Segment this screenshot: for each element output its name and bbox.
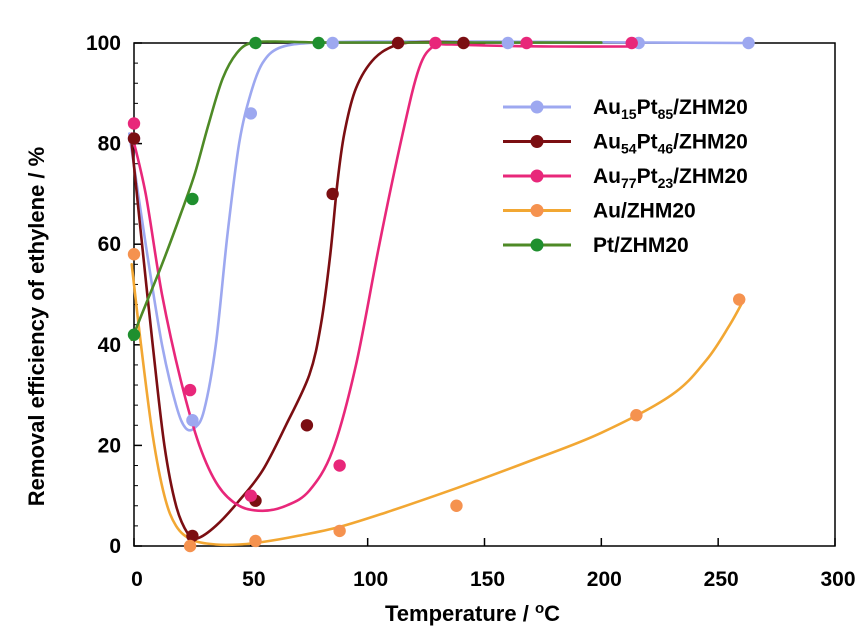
data-point-au54pt46-zhm20 [391, 36, 405, 50]
data-point-au-zhm20 [183, 539, 197, 553]
data-point-pt-zhm20 [186, 192, 199, 206]
data-point-pt-zhm20 [249, 36, 262, 50]
legend-label: Au15Pt85/ZHM20 [593, 96, 748, 122]
data-point-au54pt46-zhm20 [127, 132, 141, 145]
data-point-au-zhm20 [630, 409, 643, 422]
y-tick-label: 0 [109, 535, 121, 558]
series-line-au54pt46-zhm20 [130, 40, 486, 541]
x-tick-label: 150 [470, 568, 505, 591]
data-point-au-zhm20 [450, 499, 463, 512]
data-point-au-zhm20 [333, 524, 346, 538]
data-point-au15pt85-zhm20 [501, 36, 515, 50]
x-tick-label: 250 [704, 568, 739, 591]
data-point-au77pt23-zhm20 [333, 459, 346, 472]
x-tick-label: 0 [131, 568, 143, 591]
data-point-au77pt23-zhm20 [127, 117, 141, 130]
x-tick-label: 50 [242, 568, 265, 591]
legend-label: Au77Pt23/ZHM20 [593, 165, 748, 191]
y-tick-label: 20 [98, 434, 121, 457]
data-point-pt-zhm20 [127, 328, 141, 341]
x-tick-label: 300 [820, 568, 855, 591]
data-point-pt-zhm20 [312, 36, 325, 50]
y-tick-label: 80 [98, 133, 121, 156]
data-point-au77pt23-zhm20 [520, 36, 533, 50]
data-point-au77pt23-zhm20 [244, 489, 258, 502]
data-point-au54pt46-zhm20 [326, 187, 339, 201]
legend-item-pt-zhm20: Pt/ZHM20 [503, 234, 689, 257]
data-point-au54pt46-zhm20 [457, 36, 470, 50]
legend-marker [530, 135, 544, 148]
legend-item-au-zhm20: Au/ZHM20 [503, 200, 696, 223]
legend-label: Au54Pt46/ZHM20 [593, 131, 748, 157]
data-point-au54pt46-zhm20 [300, 419, 314, 432]
x-tick-label: 100 [353, 568, 388, 591]
data-point-au77pt23-zhm20 [183, 383, 197, 397]
series-line-au77pt23-zhm20 [130, 42, 633, 513]
legend-item-au15pt85-zhm20: Au15Pt85/ZHM20 [503, 96, 748, 122]
y-tick-label: 60 [98, 233, 121, 256]
data-point-au15pt85-zhm20 [186, 414, 199, 427]
legend-item-au77pt23-zhm20: Au77Pt23/ZHM20 [503, 165, 748, 191]
x-axis-title: Temperature / oC [385, 600, 560, 626]
data-point-au77pt23-zhm20 [429, 36, 442, 50]
data-point-au77pt23-zhm20 [625, 36, 638, 50]
legend-marker [530, 100, 544, 114]
legend-label: Pt/ZHM20 [593, 234, 689, 257]
series-line-pt-zhm20 [130, 40, 603, 342]
y-axis-title: Removal efficiency of ethylene / % [24, 147, 49, 506]
legend-item-au54pt46-zhm20: Au54Pt46/ZHM20 [503, 131, 748, 157]
series-line-au-zhm20 [130, 263, 746, 547]
y-tick-label: 100 [86, 32, 121, 55]
data-point-au-zhm20 [732, 293, 746, 306]
y-tick-label: 40 [98, 334, 121, 357]
legend-marker [530, 169, 544, 183]
legend-marker [530, 204, 544, 217]
legend-marker [530, 238, 544, 252]
data-point-au54pt46-zhm20 [186, 529, 199, 543]
legend-label: Au/ZHM20 [593, 200, 696, 223]
data-point-au15pt85-zhm20 [742, 36, 755, 50]
data-point-au15pt85-zhm20 [244, 107, 258, 120]
data-point-au-zhm20 [127, 248, 141, 261]
data-point-au15pt85-zhm20 [326, 36, 339, 50]
x-tick-label: 200 [587, 568, 622, 591]
data-point-au-zhm20 [249, 534, 262, 548]
